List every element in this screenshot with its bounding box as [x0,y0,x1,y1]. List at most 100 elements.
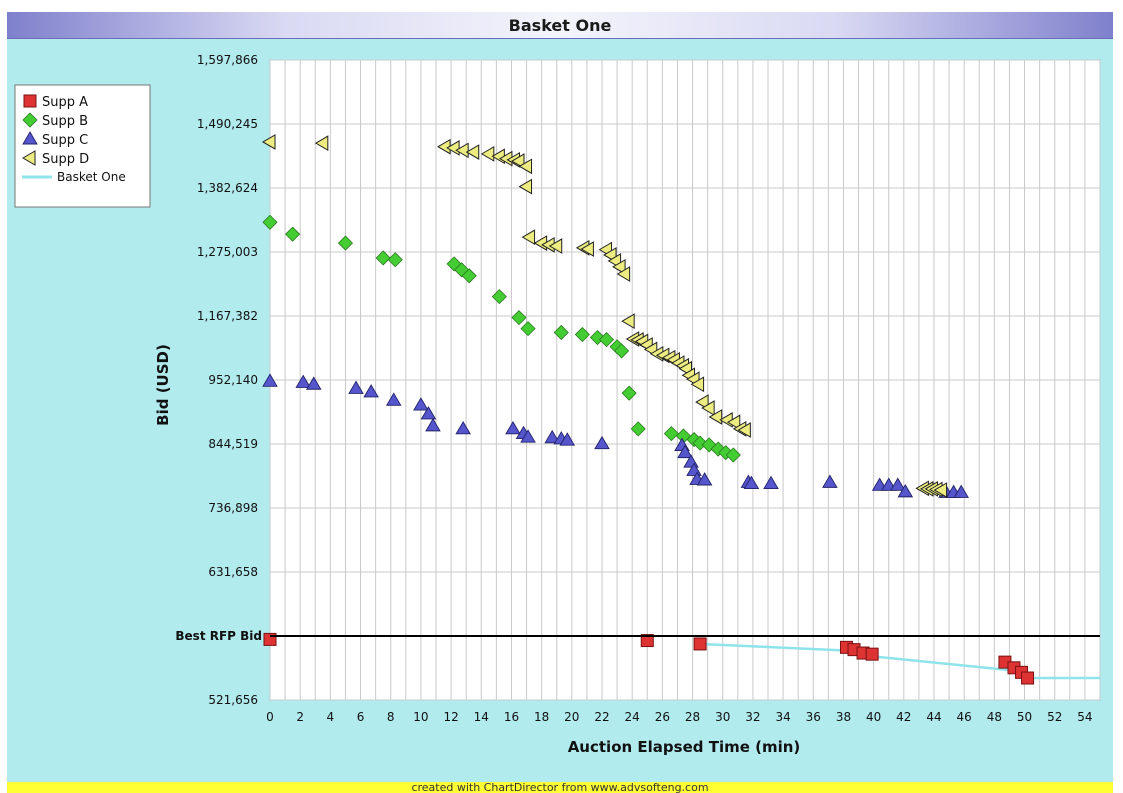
x-tick-label: 40 [866,710,881,724]
data-point-supp-c [889,477,906,491]
data-point-supp-d [511,153,525,169]
x-tick-label: 52 [1047,710,1062,724]
data-point-supp-c [520,429,536,443]
x-tick-label: 46 [957,710,972,724]
x-tick-label: 24 [625,710,640,724]
data-point-supp-c [413,397,429,411]
x-tick-label: 32 [745,710,760,724]
data-point-supp-d [446,140,460,156]
series-line-basket-one [700,642,1100,680]
x-tick-label: 38 [836,710,851,724]
legend-swatch-supp-c [22,131,38,145]
data-point-supp-b [337,235,354,251]
x-axis-label: Auction Elapsed Time (min) [568,738,801,756]
chart-title: Basket One [7,12,1113,39]
data-point-supp-c [385,392,402,406]
data-point-supp-b [614,343,630,359]
legend-label-supp-c: Supp C [42,133,88,148]
x-tick-label: 22 [594,710,609,724]
x-tick-label: 4 [327,710,335,724]
x-tick-label: 44 [926,710,941,724]
data-point-supp-b [725,447,741,463]
y-tick-labels: 521,656 631,658 736,898 844,519 952,140 1,167… [197,53,258,707]
data-point-supp-c [743,475,760,490]
data-point-supp-b [663,426,679,442]
legend-swatch-supp-a [23,94,37,108]
y-tick-label: 521,656 [208,693,258,707]
x-tick-label: 2 [296,710,304,724]
series-layer [262,134,1100,685]
data-point-supp-b [598,332,615,348]
data-point-supp-d [480,146,495,162]
legend-swatch-supp-b [22,112,38,128]
data-point-supp-c [425,417,441,432]
x-tick-label: 16 [504,710,519,724]
data-point-supp-c [455,420,471,435]
data-point-supp-d [580,241,594,257]
data-point-supp-a [865,647,879,661]
data-point-supp-b [387,252,403,268]
series-supp-a [263,632,1035,685]
series-supp-b [262,214,741,463]
data-point-supp-d [933,482,948,498]
legend-label-supp-d: Supp D [42,152,89,167]
data-point-supp-d [737,422,751,438]
data-point-supp-d [726,414,741,431]
data-point-supp-d [616,266,631,282]
footer-credit: created with ChartDirector from www.advs… [7,782,1113,793]
legend-label-supp-b: Supp B [42,114,88,129]
data-point-supp-c [505,420,521,435]
x-tick-label: 20 [564,710,579,724]
data-point-supp-c [305,376,322,390]
series-supp-c [262,373,969,498]
data-point-supp-c [363,384,379,398]
x-tick-label: 48 [987,710,1002,724]
data-point-supp-d [708,409,723,425]
data-point-supp-b [262,214,278,230]
data-point-supp-b [553,324,569,341]
data-point-supp-d [521,229,536,246]
data-point-supp-c [763,475,779,490]
best-rfp-bid-label: Best RFP Bid [175,629,262,643]
data-point-supp-c [544,429,560,444]
legend: Supp A Supp B Supp C Supp D Basket One [14,84,151,208]
data-point-supp-d [465,144,480,160]
data-point-supp-a [693,637,707,651]
x-tick-labels: 0 2 4 6 8 10 12 14 16 18 20 22 24 26 28 30 32 34 36 38 40 42 4… [266,710,1092,724]
data-point-supp-a [640,634,654,648]
data-point-supp-c [594,435,610,450]
x-tick-label: 12 [443,710,458,724]
x-tick-label: 18 [534,710,549,724]
data-point-supp-c [262,373,278,387]
y-tick-label: 1,275,003 [197,245,258,259]
x-tick-label: 14 [474,710,489,724]
data-point-supp-c [420,406,437,420]
y-tick-label: 1,490,245 [197,117,258,131]
y-tick-label: 736,898 [208,501,258,515]
data-point-supp-b [285,226,301,242]
data-point-supp-b [375,250,391,266]
data-point-supp-c [953,484,969,498]
y-tick-label: 952,140 [208,373,258,387]
data-point-supp-b [511,310,527,326]
data-point-supp-d [518,178,533,195]
data-point-supp-c [295,374,311,388]
data-point-supp-d [621,313,635,330]
x-tick-label: 34 [775,710,790,724]
data-point-supp-d [695,394,709,410]
y-tick-label: 1,382,624 [197,181,258,195]
x-tick-label: 50 [1017,710,1032,724]
reference-line-group: Best RFP Bid [175,629,1100,643]
legend-box [14,84,151,208]
data-point-supp-b [461,268,477,284]
data-point-supp-b [621,385,637,401]
x-tick-label: 26 [655,710,670,724]
data-point-supp-c [822,474,838,488]
x-tick-label: 10 [413,710,428,724]
data-point-supp-b [630,421,646,437]
data-point-supp-c [677,444,693,459]
data-point-supp-d [314,135,329,152]
data-point-supp-d [701,400,715,416]
legend-swatch-supp-d [22,150,36,166]
